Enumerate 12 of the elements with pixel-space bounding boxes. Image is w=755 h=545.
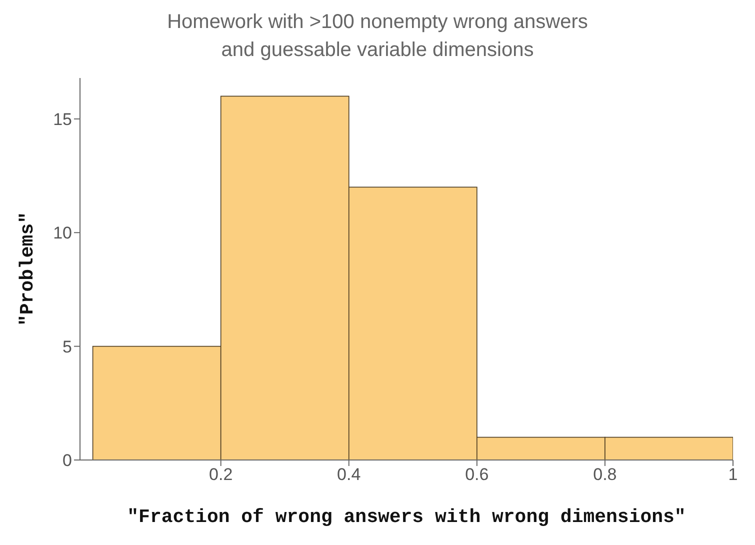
chart-title: Homework with >100 nonempty wrong answers and guessable variable dimensions (166, 10, 589, 63)
x-tick-label: 0.4 (337, 465, 361, 484)
x-axis-title: "Fraction of wrong answers with wrong dimensions" (127, 506, 686, 528)
x-tick-label: 0.6 (465, 465, 489, 484)
y-axis-title: "Problems" (16, 212, 39, 326)
x-tick-label: 1 (728, 465, 738, 484)
x-tick-label: 0.8 (593, 465, 617, 484)
y-tick-label: 5 (62, 337, 72, 356)
y-tick-label: 0 (62, 451, 72, 470)
y-tick-label: 15 (53, 110, 72, 129)
x-tick-label: 0.2 (209, 465, 233, 484)
y-tick-label: 10 (53, 224, 72, 243)
